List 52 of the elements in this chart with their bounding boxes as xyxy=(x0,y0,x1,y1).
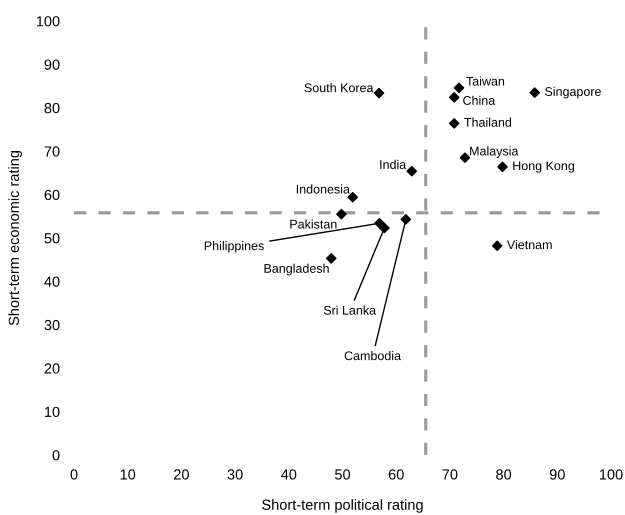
annotation: Malaysia xyxy=(470,146,518,158)
annotation: Indonesia xyxy=(296,184,350,194)
x-tick-label: 10 xyxy=(120,469,136,480)
x-tick-label: 30 xyxy=(228,469,243,480)
y-tick-label: 90 xyxy=(44,60,60,70)
annotation: Singapore xyxy=(545,86,601,98)
x-tick-label: 50 xyxy=(334,469,350,480)
annotation: India xyxy=(380,160,406,169)
point xyxy=(448,118,460,129)
annotation: Cambodia xyxy=(344,351,402,360)
point xyxy=(379,222,390,234)
point xyxy=(400,214,412,225)
y-tick-label: 70 xyxy=(44,146,60,157)
annotation: Bangladesh xyxy=(264,264,329,276)
point xyxy=(529,87,540,98)
point xyxy=(448,92,460,103)
y-tick-label: 60 xyxy=(44,190,60,200)
point xyxy=(326,253,337,264)
x-tick-label: 70 xyxy=(442,469,458,480)
y-tick-label: 80 xyxy=(44,102,60,114)
x-axis-title: Short-term political rating xyxy=(262,499,423,513)
point xyxy=(336,208,347,220)
annotation: Philippines xyxy=(204,241,264,253)
annotation: China xyxy=(463,96,496,105)
point xyxy=(374,88,384,98)
x-tick-label: 60 xyxy=(388,469,404,480)
y-tick-label: 100 xyxy=(36,16,60,26)
x-tick-label: 80 xyxy=(496,469,512,480)
y-tick-label: 10 xyxy=(45,406,60,418)
y-tick-label: 50 xyxy=(44,233,60,244)
x-tick-label: 40 xyxy=(281,469,296,480)
y-tick-label: 20 xyxy=(44,363,60,374)
annotation: Sri Lanka xyxy=(324,306,376,315)
x-tick-label: 20 xyxy=(174,469,189,480)
annotation: Thailand xyxy=(464,118,512,127)
point xyxy=(460,152,470,164)
annotation: Hong Kong xyxy=(513,161,574,173)
point xyxy=(406,166,418,176)
point xyxy=(497,162,508,172)
annotation: Taiwan xyxy=(466,76,504,86)
y-tick-label: 0 xyxy=(52,450,60,460)
point xyxy=(492,240,502,252)
annotation: Vietnam xyxy=(506,240,552,250)
x-tick-label: 0 xyxy=(70,469,78,480)
y-axis-title: Short-term economic rating xyxy=(8,150,22,326)
x-tick-label: 100 xyxy=(600,469,623,480)
y-tick-label: 30 xyxy=(44,320,60,330)
y-tick-label: 40 xyxy=(44,276,60,287)
annotation: South Korea xyxy=(304,83,374,92)
annotation: Pakistan xyxy=(290,219,336,229)
point xyxy=(454,82,464,94)
x-tick-label: 90 xyxy=(550,469,565,480)
